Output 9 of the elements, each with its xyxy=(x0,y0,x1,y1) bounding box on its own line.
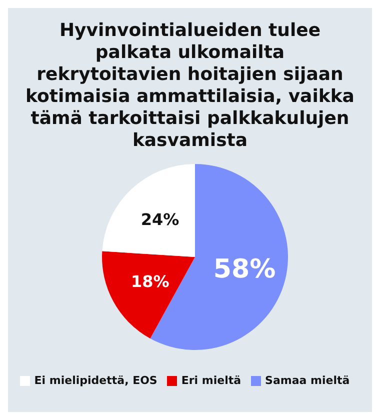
legend-label: Ei mielipidettä, EOS xyxy=(34,374,158,387)
data-label: 58% xyxy=(213,254,276,285)
legend-label: Eri mieltä xyxy=(181,374,242,387)
chart-title: Hyvinvointialueiden tulee palkata ulkomailta rekrytoitavien hoitajien sijaan kotimaisia ammattilaisia, vaikka tämä tarkoittaisi palkkakulujen kasvamista xyxy=(25,19,355,152)
pie-slice xyxy=(102,164,195,257)
legend-label: Samaa mieltä xyxy=(265,374,350,387)
data-label: 18% xyxy=(131,272,170,292)
data-label: 24% xyxy=(140,210,180,230)
pie-slice xyxy=(102,251,195,338)
